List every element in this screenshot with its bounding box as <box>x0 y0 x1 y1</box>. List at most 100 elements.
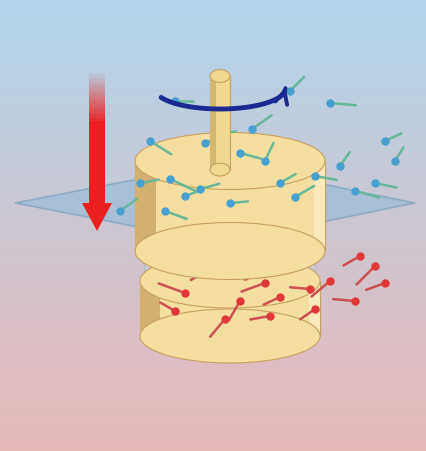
Bar <box>0 296 426 298</box>
Bar <box>0 44 426 45</box>
Bar <box>0 213 426 215</box>
Polygon shape <box>89 121 105 203</box>
Bar <box>0 200 426 202</box>
Bar <box>0 247 426 248</box>
Bar <box>0 71 426 72</box>
Bar <box>0 226 426 227</box>
Bar <box>89 111 105 113</box>
Bar <box>0 8 426 9</box>
Bar <box>0 117 426 119</box>
Bar <box>0 271 426 272</box>
Bar <box>0 412 426 414</box>
Bar <box>0 368 426 370</box>
Bar <box>0 207 426 209</box>
Bar <box>0 173 426 175</box>
Bar <box>89 104 105 106</box>
Bar <box>0 256 426 257</box>
Bar <box>0 156 426 158</box>
Bar <box>0 180 426 182</box>
Bar <box>0 371 426 373</box>
Bar <box>0 276 426 278</box>
Bar <box>0 74 426 75</box>
Bar <box>0 90 426 92</box>
Bar <box>0 361 426 362</box>
Polygon shape <box>140 281 319 336</box>
Bar <box>89 83 105 84</box>
Bar <box>0 224 426 226</box>
Bar <box>0 267 426 269</box>
Bar <box>0 235 426 236</box>
Bar <box>0 17 426 18</box>
Bar <box>0 307 426 308</box>
Bar <box>0 141 426 143</box>
Bar <box>0 236 426 238</box>
Bar <box>0 89 426 90</box>
Bar <box>0 64 426 66</box>
Bar <box>0 436 426 437</box>
Bar <box>0 197 426 198</box>
Bar <box>0 319 426 320</box>
Bar <box>0 51 426 53</box>
Bar <box>0 230 426 231</box>
Bar <box>0 167 426 168</box>
Bar <box>0 48 426 50</box>
Bar <box>0 128 426 129</box>
Bar <box>0 12 426 14</box>
Bar <box>0 263 426 265</box>
Bar <box>0 260 426 262</box>
Bar <box>0 191 426 193</box>
Bar <box>0 323 426 325</box>
Bar <box>89 92 105 94</box>
Bar <box>0 46 426 48</box>
Bar <box>0 367 426 368</box>
Bar <box>0 240 426 242</box>
Bar <box>0 335 426 337</box>
Bar <box>0 28 426 30</box>
Bar <box>0 144 426 146</box>
Bar <box>0 135 426 137</box>
Bar <box>0 398 426 400</box>
Bar <box>0 140 426 141</box>
Bar <box>89 87 105 89</box>
Bar <box>0 119 426 120</box>
Bar <box>0 146 426 147</box>
Bar <box>0 86 426 87</box>
Bar <box>0 0 426 1</box>
Polygon shape <box>144 251 315 281</box>
Bar <box>0 107 426 108</box>
Bar <box>0 338 426 340</box>
Bar <box>89 109 105 111</box>
Bar <box>0 265 426 266</box>
Bar <box>0 425 426 427</box>
Bar <box>0 350 426 352</box>
Bar <box>0 446 426 448</box>
Bar <box>0 149 426 150</box>
Bar <box>0 129 426 131</box>
Bar <box>0 158 426 159</box>
Bar <box>0 379 426 380</box>
Ellipse shape <box>210 163 230 176</box>
Bar <box>0 68 426 69</box>
Bar <box>0 114 426 116</box>
Bar <box>0 242 426 244</box>
Polygon shape <box>135 161 155 251</box>
Bar <box>0 382 426 383</box>
Bar <box>0 113 426 114</box>
Bar <box>0 122 426 123</box>
Bar <box>89 76 105 78</box>
Bar <box>0 32 426 33</box>
Bar <box>0 238 426 239</box>
Bar <box>89 91 105 92</box>
Polygon shape <box>135 161 324 251</box>
Bar <box>0 92 426 93</box>
Bar <box>0 55 426 57</box>
Bar <box>0 195 426 197</box>
Bar <box>89 103 105 104</box>
Bar <box>0 152 426 153</box>
Bar <box>0 329 426 331</box>
Bar <box>0 162 426 164</box>
Bar <box>0 249 426 251</box>
Bar <box>0 176 426 177</box>
Bar <box>0 347 426 349</box>
Bar <box>0 206 426 207</box>
